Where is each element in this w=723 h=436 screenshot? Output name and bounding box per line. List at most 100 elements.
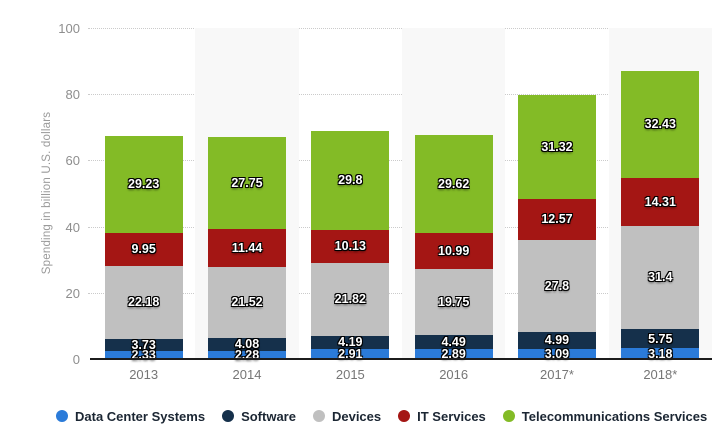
legend: Data Center Systems Software Devices IT Ser… (56, 406, 707, 426)
plot-column: 3.18 5.75 31.4 14.31 32.43 2018* (608, 28, 712, 382)
bar-segment: 19.75 (414, 269, 493, 335)
bar-value-label: 21.82 (334, 292, 366, 307)
legend-label: Data Center Systems (75, 408, 206, 424)
legend-item: IT Services (398, 410, 486, 423)
y-tick-label: 20 (65, 285, 80, 301)
bar-value-label: 3.73 (131, 337, 156, 352)
bar-value-label: 11.44 (231, 240, 263, 255)
legend-item: Data Center Systems (56, 410, 205, 423)
bar-segment: 31.32 (517, 95, 596, 199)
legend-dot (502, 410, 515, 422)
legend-item: Devices (312, 408, 382, 424)
legend-label: Devices (331, 408, 382, 424)
bar-segment: 4.49 (414, 334, 493, 350)
x-axis-line (90, 358, 712, 360)
bar-value-label: 21.52 (231, 295, 263, 310)
x-tick-label: 2017* (539, 367, 574, 382)
x-tick-label: 2013 (129, 367, 159, 382)
plot-column: 2.33 3.73 22.18 9.95 29.23 2013 (92, 28, 195, 382)
grid-line (88, 94, 712, 96)
bar-segment: 10.99 (414, 232, 493, 270)
bar-segment: 29.8 (311, 131, 390, 230)
y-axis-title: Spending in billion U.S. dollars (41, 111, 53, 275)
bar-value-label: 5.75 (648, 331, 673, 346)
bar-segment: 32.43 (621, 70, 700, 179)
bar-value-label: 29.62 (438, 176, 470, 191)
bar-segment: 31.4 (621, 225, 700, 330)
bar-segment: 3.18 (621, 346, 700, 361)
bar-value-label: 14.31 (644, 194, 676, 209)
bar-segment: 5.75 (621, 329, 700, 349)
bar-segment: 3.09 (517, 346, 596, 361)
bar-segment: 2.28 (207, 347, 286, 362)
bar: 2.28 4.08 21.52 11.44 27.75 (207, 137, 286, 362)
legend-item: Software (222, 410, 296, 423)
legend-label: IT Services (417, 408, 486, 424)
y-tick-label: 60 (65, 153, 80, 169)
legend-dot (312, 410, 325, 422)
legend-label: Telecommunications Services (521, 408, 708, 424)
grid-line (88, 160, 712, 162)
bar-segment: 27.75 (207, 137, 286, 229)
y-tick-label: 100 (58, 21, 80, 36)
bar-value-label: 32.43 (644, 117, 676, 132)
bar-segment: 2.91 (311, 346, 390, 361)
y-tick-label: 80 (65, 87, 80, 103)
bar-value-label: 3.18 (648, 346, 673, 361)
y-tick-label: 40 (65, 219, 80, 235)
bar-segment: 22.18 (104, 265, 183, 339)
bar-segment: 2.33 (104, 347, 183, 362)
bar-segment: 14.31 (621, 178, 700, 226)
bar-value-label: 4.49 (441, 334, 466, 349)
bar-value-label: 3.09 (544, 346, 570, 361)
bar-segment: 3.73 (104, 337, 183, 352)
bar-value-label: 4.08 (234, 337, 260, 352)
bar-segment: 4.99 (517, 332, 596, 349)
plot-column: 2.89 4.49 19.75 10.99 29.62 2016 (401, 28, 506, 382)
bar-value-label: 31.32 (541, 139, 573, 154)
plot-column: 2.28 4.08 21.52 11.44 27.75 2014 (195, 28, 299, 382)
bar: 2.91 4.19 21.82 10.13 29.8 (311, 131, 390, 361)
bar-value-label: 10.13 (334, 239, 366, 254)
bar: 2.89 4.49 19.75 10.99 29.62 (414, 134, 493, 361)
x-tick-label: 2016 (439, 367, 469, 382)
bar-value-label: 27.8 (544, 279, 570, 293)
bar-value-label: 2.89 (441, 346, 466, 361)
plot-area: 2.33 3.73 22.18 9.95 29.23 2013 2.28 4.08 21.52 1… (92, 28, 712, 382)
bar-segment: 12.57 (517, 198, 596, 241)
bar-value-label: 19.75 (438, 294, 470, 309)
grid-line (88, 226, 712, 228)
bar-value-label: 12.57 (541, 212, 573, 227)
bar-segment: 4.08 (207, 337, 286, 352)
bar-segment: 29.62 (414, 134, 493, 233)
bar-value-label: 22.18 (128, 295, 160, 309)
bar: 2.33 3.73 22.18 9.95 29.23 (104, 135, 183, 362)
legend-item: Telecommunications Services (502, 408, 708, 424)
grid-line (88, 292, 712, 294)
legend-dot (398, 410, 411, 422)
bar-value-label: 4.99 (544, 333, 570, 348)
bar-value-label: 10.99 (438, 243, 470, 258)
bar-segment: 4.19 (311, 335, 390, 350)
plot-column: 2.91 4.19 21.82 10.13 29.8 2015 (299, 28, 402, 382)
legend-dot (222, 410, 235, 422)
bar-segment: 11.44 (207, 228, 286, 267)
bar-segment: 27.8 (517, 240, 596, 333)
bar-value-label: 29.23 (128, 177, 160, 191)
legend-label: Software (241, 408, 296, 424)
bar: 3.09 4.99 27.8 12.57 31.32 (517, 95, 596, 361)
bar-value-label: 2.91 (338, 346, 363, 361)
x-tick-label: 2018* (643, 367, 678, 382)
bar-value-label: 2.28 (234, 347, 260, 362)
bar-segment: 10.13 (311, 229, 390, 264)
bar-value-label: 27.75 (231, 175, 263, 190)
bar-segment: 21.82 (311, 263, 390, 336)
bar-value-label: 9.95 (131, 241, 156, 256)
bar-value-label: 4.19 (338, 335, 363, 350)
legend-dot (56, 410, 68, 422)
bar: 3.18 5.75 31.4 14.31 32.43 (621, 70, 700, 361)
bar-value-label: 2.33 (131, 347, 156, 362)
x-tick-label: 2014 (232, 367, 262, 382)
x-tick-label: 2015 (335, 367, 365, 382)
